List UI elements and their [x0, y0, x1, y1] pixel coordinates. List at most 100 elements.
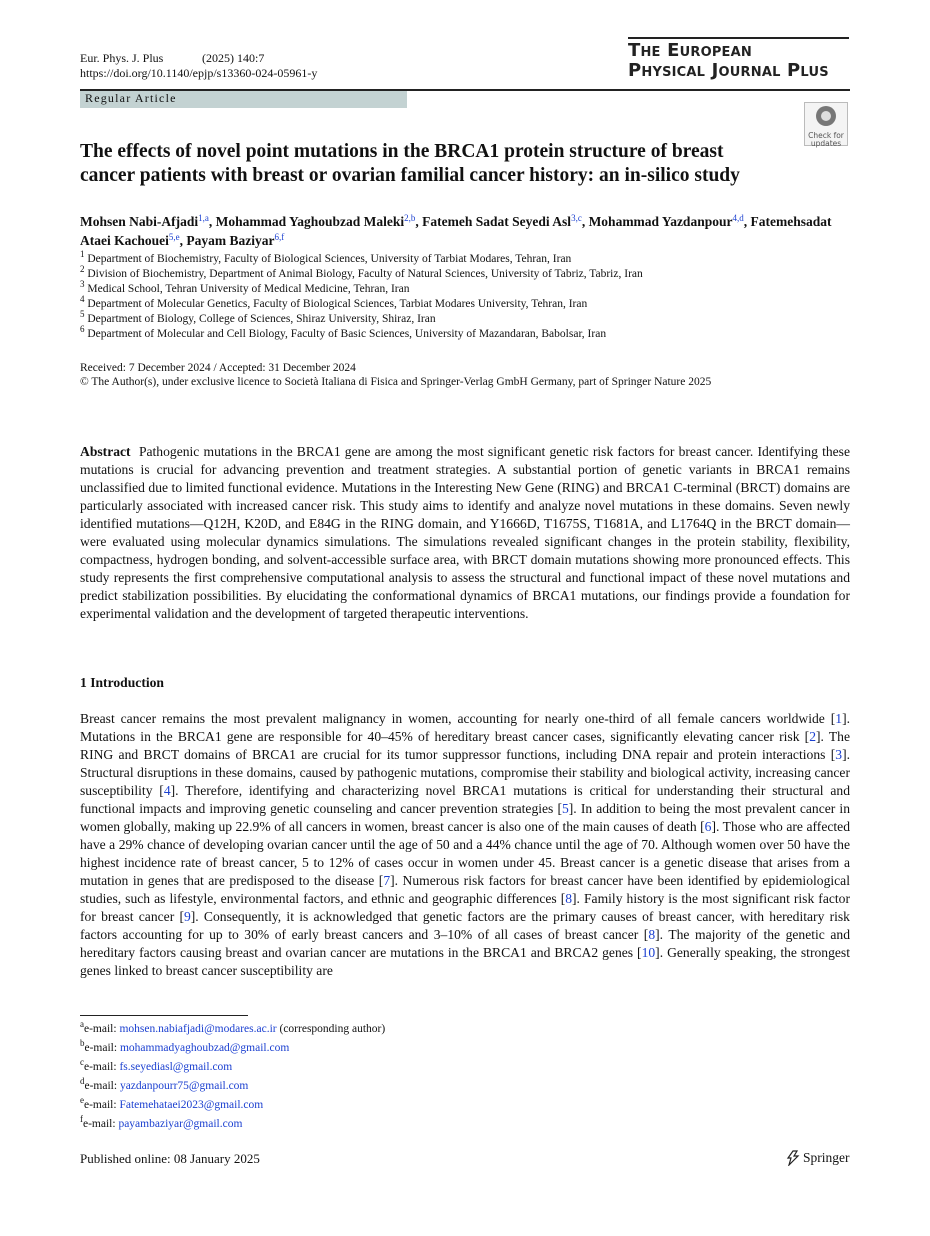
affiliation-text: Department of Biochemistry, Faculty of B… [87, 253, 572, 265]
email-link[interactable]: Fatemehataei2023@gmail.com [119, 1099, 264, 1111]
footnote-prefix: e-mail: [84, 1080, 118, 1092]
affiliation-num: 6 [80, 324, 85, 334]
author-sup: 2,b [404, 213, 416, 223]
footnote-prefix: e-mail: [84, 1023, 117, 1035]
affiliation: 1 Department of Biochemistry, Faculty of… [80, 249, 860, 267]
authors: Mohsen Nabi-Afjadi1,a, Mohammad Yaghoubz… [80, 212, 855, 250]
text: ]. Those who are affected have a 29% cha… [80, 819, 850, 888]
footnote-mark: d [80, 1076, 85, 1086]
footnote: fe-mail: payambaziyar@gmail.com [80, 1115, 385, 1134]
badge-icon [816, 106, 836, 126]
text: ]. Therefore, identifying and characteri… [80, 783, 850, 816]
check-updates[interactable]: Check for updates [804, 102, 848, 148]
footnote: ae-mail: mohsen.nabiafjadi@modares.ac.ir… [80, 1020, 385, 1039]
footnote-prefix: e-mail: [84, 1099, 117, 1111]
author-sup: 5,e [168, 232, 180, 242]
author-name: , Mohammad Yazdanpour [581, 214, 733, 229]
text: ]. Numerous risk factors for breast canc… [80, 873, 850, 906]
publisher: Springer [786, 1150, 850, 1166]
affiliation-num: 1 [80, 249, 85, 259]
affiliation-text: Department of Biology, College of Scienc… [87, 313, 436, 325]
email-link[interactable]: yazdanpourr75@gmail.com [119, 1080, 249, 1092]
badge-text: Check for updates [808, 131, 844, 148]
publisher-name: Springer [803, 1150, 850, 1165]
affiliation-num: 3 [80, 279, 85, 289]
affiliation: 4 Department of Molecular Genetics, Facu… [80, 294, 860, 312]
author-name: , Fatemehsadat Ataei Kachouei [80, 214, 832, 248]
citation: 10 [641, 945, 656, 960]
abstract: Abstract Pathogenic mutations in the BRC… [80, 443, 850, 623]
email-link[interactable]: payambaziyar@gmail.com [118, 1118, 243, 1130]
text: ]. Family history is the most significan… [80, 891, 850, 924]
footnote-note: (corresponding author) [279, 1023, 386, 1035]
header-rule [80, 89, 850, 91]
citation: 5 [561, 801, 569, 816]
citation: 8 [565, 891, 573, 906]
text: ]. Consequently, it is acknowledged that… [80, 909, 850, 942]
published: Published online: 08 January 2025 [80, 1151, 260, 1166]
citation: 2 [809, 729, 816, 744]
footnote-mark: c [80, 1057, 84, 1067]
text: ]. Mutations in the BRCA1 gene are respo… [80, 711, 850, 744]
text: ]. The majority of the genetic and hered… [80, 927, 850, 960]
citation: 3 [835, 747, 843, 762]
footnote-mark: f [80, 1114, 83, 1124]
footnote: de-mail: yazdanpourr75@gmail.com [80, 1077, 385, 1096]
affiliation: 3 Medical School, Tehran University of M… [80, 279, 860, 297]
footnote-mark: e [80, 1095, 84, 1105]
author-name: Mohsen Nabi-Afjadi [80, 214, 199, 229]
author-sup: 1,a [198, 213, 209, 223]
citation: 1 [835, 711, 843, 726]
footnotes: ae-mail: mohsen.nabiafjadi@modares.ac.ir… [80, 1020, 385, 1134]
abstract-label: Abstract [80, 444, 131, 459]
affiliations: 1 Department of Biochemistry, Faculty of… [80, 249, 860, 342]
text: ]. The RING and BRCT domains of BRCA1 ar… [80, 729, 850, 762]
section-heading: 1 Introduction [80, 675, 164, 691]
text: Breast cancer remains the most prevalent… [80, 711, 836, 726]
footnote-prefix: e-mail: [84, 1042, 118, 1054]
section-title: Introduction [90, 675, 164, 690]
author-sup: 6,f [274, 232, 285, 242]
citation: 6 [704, 819, 712, 834]
email-link[interactable]: fs.seyediasl@gmail.com [119, 1061, 233, 1073]
footnote-rule [80, 1015, 248, 1016]
footnote: ce-mail: fs.seyediasl@gmail.com [80, 1058, 385, 1077]
copyright: © The Author(s), under exclusive licence… [80, 376, 712, 388]
footnote-prefix: e-mail: [84, 1061, 117, 1073]
affiliation-text: Department of Molecular Genetics, Facult… [87, 298, 588, 310]
issue: (2025) 140:7 [202, 51, 265, 65]
citation: 7 [383, 873, 391, 888]
email-link[interactable]: mohsen.nabiafjadi@modares.ac.ir [119, 1023, 277, 1035]
logo-rule [628, 37, 849, 39]
footnote: be-mail: mohammadyaghoubzad@gmail.com [80, 1039, 385, 1058]
affiliation: 6 Department of Molecular and Cell Biolo… [80, 324, 860, 342]
abstract-text: Pathogenic mutations in the BRCA1 gene a… [80, 444, 850, 621]
author-sup: 4,d [732, 213, 744, 223]
citation: 4 [163, 783, 171, 798]
journal: Eur. Phys. J. Plus [80, 51, 164, 65]
affiliation-num: 5 [80, 309, 85, 319]
affiliation-num: 4 [80, 294, 85, 304]
affiliation-text: Division of Biochemistry, Department of … [87, 268, 643, 280]
journal-name: The European [628, 40, 752, 61]
dates: Received: 7 December 2024 / Accepted: 31… [80, 362, 356, 374]
introduction: Breast cancer remains the most prevalent… [80, 710, 850, 980]
springer-icon [786, 1150, 800, 1166]
affiliation-text: Medical School, Tehran University of Med… [87, 283, 410, 295]
section-number: 1 [80, 675, 87, 690]
email-link[interactable]: mohammadyaghoubzad@gmail.com [119, 1042, 290, 1054]
footnote-prefix: e-mail: [83, 1118, 116, 1130]
citation: 8 [648, 927, 656, 942]
author-name: , Mohammad Yaghoubzad Maleki [208, 214, 405, 229]
author-name: , Payam Baziyar [179, 233, 275, 248]
footnote-mark: b [80, 1038, 85, 1048]
citation: 9 [183, 909, 191, 924]
author-sup: 3,c [571, 213, 582, 223]
affiliation: 5 Department of Biology, College of Scie… [80, 309, 860, 327]
journal-name: Physical Journal Plus [628, 60, 829, 81]
article-type: Regular Article [80, 91, 407, 108]
doi: https://doi.org/10.1140/epjp/s13360-024-… [80, 66, 318, 80]
affiliation: 2 Division of Biochemistry, Department o… [80, 265, 860, 282]
text: ]. Generally speaking, the strongest gen… [80, 945, 850, 978]
